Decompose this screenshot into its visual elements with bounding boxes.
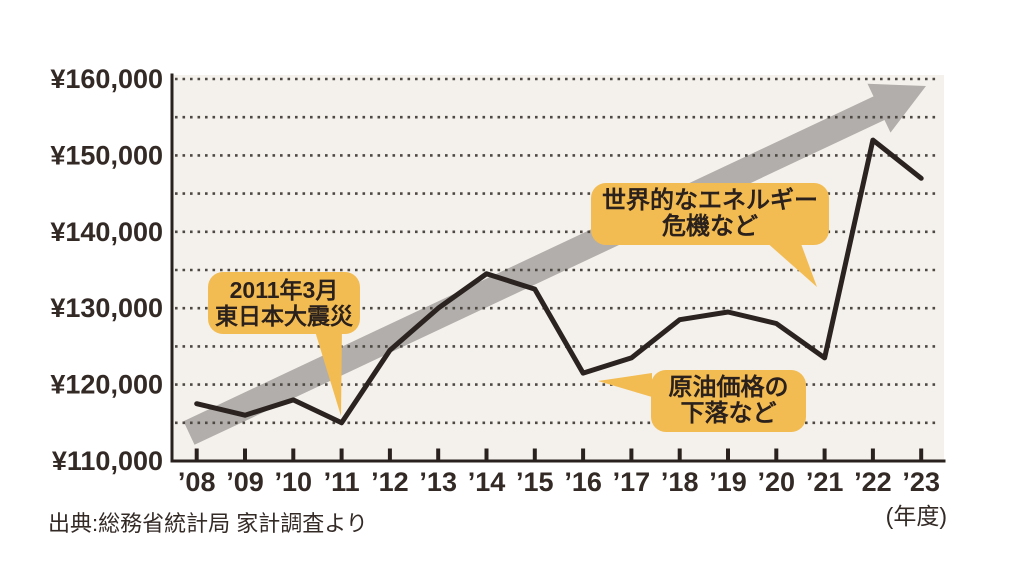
gridlines (175, 77, 940, 425)
y-axis-label: ¥110,000 (52, 446, 163, 476)
callout-oil-price: 原油価格の 下落など (651, 370, 806, 432)
axis-lines (170, 73, 946, 463)
callout-oil-price-line2: 下落など (680, 400, 777, 427)
x-axis-label: ’21 (806, 467, 844, 497)
y-axis-label: ¥120,000 (50, 370, 163, 400)
x-axis-label: ’16 (564, 467, 602, 497)
x-axis-unit-label: (年度) (885, 503, 947, 529)
y-axis-label: ¥140,000 (50, 217, 163, 247)
x-axis-label: ’13 (419, 467, 457, 497)
x-axis-label: ’11 (324, 467, 360, 497)
x-axis-label: ’15 (516, 467, 554, 497)
callout-earthquake-line1: 2011年3月 (229, 277, 339, 303)
x-axis-label: ’23 (902, 467, 940, 497)
callout-tail-oil-price (598, 373, 652, 397)
x-axis-label: ’18 (661, 467, 699, 497)
x-axis-label: ’14 (468, 467, 506, 497)
x-axis-label: ’12 (371, 467, 409, 497)
y-axis-label: ¥130,000 (50, 293, 163, 323)
upward-trend-arrow-icon (183, 83, 926, 445)
x-axis-label: ’22 (854, 467, 892, 497)
y-axis-labels: ¥110,000 ¥120,000 ¥130,000 ¥140,000 ¥150,000… (50, 64, 163, 476)
x-axis-label: ’19 (709, 467, 747, 497)
callout-tail-earthquake (314, 328, 342, 416)
x-axis-label: ’20 (758, 467, 796, 497)
callout-energy-crisis: 世界的なエネルギー 危機など (591, 183, 829, 245)
y-axis-label: ¥160,000 (50, 64, 163, 94)
callout-energy-crisis-line2: 危機など (662, 213, 758, 240)
callout-oil-price-line1: 原油価格の (668, 374, 789, 401)
y-axis-label: ¥150,000 (50, 140, 163, 170)
callout-earthquake: 2011年3月 東日本大震災 (208, 272, 360, 334)
source-note: 出典:総務省統計局 家計調査より (48, 511, 368, 536)
x-axis-ticks (194, 448, 924, 460)
x-axis-label: ’10 (275, 467, 313, 497)
callout-earthquake-line2: 東日本大震災 (215, 303, 353, 329)
x-axis-label: ’17 (613, 467, 651, 497)
x-axis-labels: ’08 ’09 ’10 ’11 ’12 ’13 ’14 ’15 ’16 ’17 ’18 ’19 ’20 ’… (178, 467, 940, 497)
data-series-line (194, 137, 924, 426)
x-axis-label: ’08 (178, 467, 216, 497)
callout-energy-crisis-line1: 世界的なエネルギー (602, 187, 818, 214)
x-axis-label: ’09 (226, 467, 264, 497)
callout-tail-energy-crisis (765, 241, 817, 287)
